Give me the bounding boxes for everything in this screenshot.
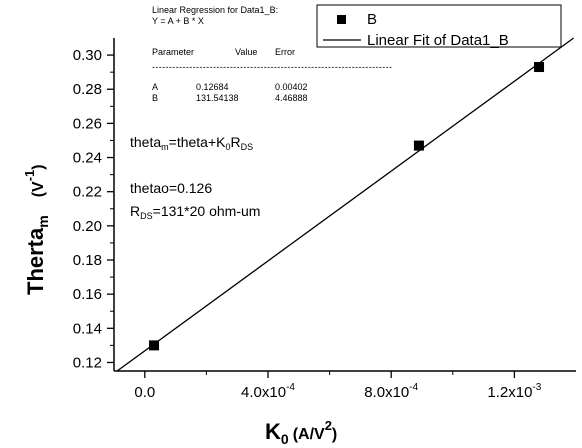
annotation-rds: RDS=131*20 ohm-um (130, 203, 260, 221)
regression-row-a-value: 0.12684 (196, 82, 229, 92)
legend: B Linear Fit of Data1_B (316, 4, 562, 49)
regression-row-b-error: 4.46888 (275, 93, 308, 103)
regression-header-error: Error (275, 47, 295, 57)
legend-label-b: B (367, 11, 377, 28)
x-tick-label: 1.2x10-3 (487, 382, 541, 401)
regression-header-value: Value (235, 47, 257, 57)
x-tick-label: 4.0x10-4 (241, 382, 295, 401)
regression-report: Linear Regression for Data1_B: Y = A + B… (152, 5, 392, 103)
regression-header-parameter: Parameter (152, 47, 194, 57)
legend-marker-b (337, 15, 346, 24)
regression-row-b-value: 131.54138 (196, 93, 239, 103)
y-tick-label: 0.28 (73, 81, 102, 98)
y-axis-title-group: Thertam(V-1) (22, 164, 51, 295)
linear-fit-line (116, 37, 575, 372)
x-tick-label: 0.0 (134, 384, 155, 401)
y-tick-label: 0.30 (73, 47, 102, 64)
y-axis-title: Thertam(V-1) (22, 164, 51, 295)
regression-row-b-param: B (152, 93, 158, 103)
annotations: thetam=theta+K0RDS thetao=0.126 RDS=131*… (130, 134, 260, 221)
regression-row-a-param: A (152, 82, 158, 92)
x-axis-title: K0 (A/V2) (265, 418, 337, 447)
regression-divider: ----------------------------------------… (152, 62, 392, 72)
regression-title: Linear Regression for Data1_B: (152, 5, 278, 15)
annotation-thetao: thetao=0.126 (130, 180, 212, 196)
y-tick-label: 0.26 (73, 115, 102, 132)
data-point (149, 340, 160, 351)
data-point (413, 140, 424, 151)
regression-equation: Y = A + B * X (152, 16, 204, 26)
annotation-formula: thetam=theta+K0RDS (130, 134, 253, 152)
y-tick-label: 0.12 (73, 354, 102, 371)
y-axis-ticks: 0.12 0.14 0.16 0.18 0.20 0.22 0.24 0.26 0.28 0.30 (73, 47, 114, 371)
regression-row-a-error: 0.00402 (275, 82, 308, 92)
y-tick-label: 0.14 (73, 320, 102, 337)
data-point (534, 62, 545, 73)
y-tick-label: 0.20 (73, 218, 102, 235)
y-tick-label: 0.16 (73, 286, 102, 303)
y-tick-label: 0.18 (73, 252, 102, 269)
x-axis-ticks: 0.0 4.0x10-4 8.0x10-4 1.2x10-3 (134, 371, 542, 401)
x-tick-label: 8.0x10-4 (364, 382, 418, 401)
data-points (149, 62, 545, 351)
y-tick-label: 0.22 (73, 184, 102, 201)
legend-label-fit: Linear Fit of Data1_B (367, 32, 509, 49)
y-tick-label: 0.24 (73, 150, 102, 167)
